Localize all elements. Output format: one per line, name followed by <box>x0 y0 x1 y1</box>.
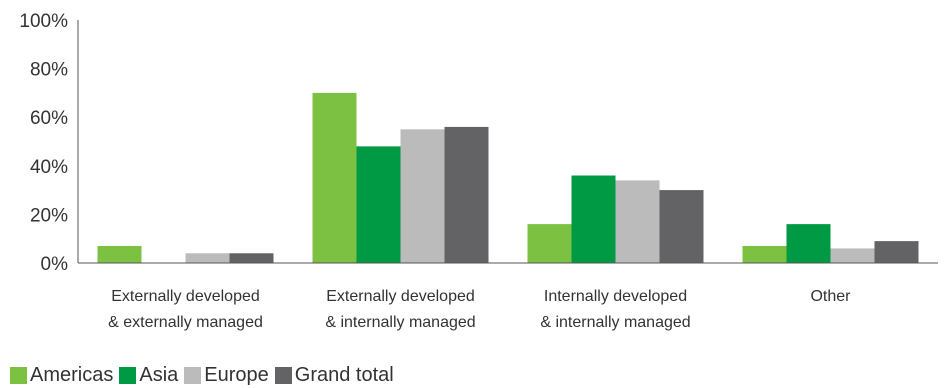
bar <box>527 224 572 263</box>
bar <box>444 126 489 263</box>
x-category-label: & externally managed <box>108 314 263 331</box>
y-tick-label: 80% <box>30 60 68 81</box>
y-tick-label: 40% <box>30 157 68 178</box>
bar <box>742 245 787 263</box>
x-category-label: Externally developed <box>326 288 475 305</box>
x-category-label: Externally developed <box>111 288 260 305</box>
legend-item: Grand total <box>274 364 394 387</box>
y-tick-label: 100% <box>19 11 68 32</box>
legend-label: Grand total <box>294 364 394 386</box>
bar <box>185 253 230 263</box>
bars <box>97 92 919 264</box>
x-axis: Externally developed & externally managed… <box>78 262 938 331</box>
legend-swatch <box>10 367 27 384</box>
bar <box>312 92 357 264</box>
legend-label: Europe <box>204 364 269 386</box>
y-axis: 0% 20% 40% 60% 80% 100% <box>19 11 79 275</box>
legend-label: Asia <box>139 364 179 386</box>
bar <box>615 180 660 263</box>
bar <box>97 245 142 263</box>
bar <box>400 129 445 263</box>
legend-swatch <box>119 367 137 384</box>
legend: Americas Asia Europe Grand total <box>10 364 400 387</box>
legend-swatch <box>274 367 292 384</box>
bar <box>786 224 831 263</box>
legend-item: Asia <box>119 364 178 387</box>
legend-item: Americas <box>10 364 113 387</box>
bar <box>830 248 875 263</box>
x-category-label: Internally developed <box>544 288 687 305</box>
bar <box>659 190 704 263</box>
bar <box>229 253 274 263</box>
bar <box>874 241 919 263</box>
y-tick-label: 0% <box>41 254 69 275</box>
legend-swatch <box>184 367 202 384</box>
legend-item: Europe <box>184 364 269 387</box>
x-category-label: & internally managed <box>325 314 475 331</box>
bar-chart: 0% 20% 40% 60% 80% 100% Externally developed &… <box>19 11 938 331</box>
y-tick-label: 20% <box>30 205 68 226</box>
legend-label: Americas <box>30 364 114 386</box>
bar <box>571 175 616 263</box>
bar <box>356 146 401 263</box>
x-category-label: Other <box>810 288 851 305</box>
x-category-label: & internally managed <box>540 314 690 331</box>
y-tick-label: 60% <box>30 108 68 129</box>
